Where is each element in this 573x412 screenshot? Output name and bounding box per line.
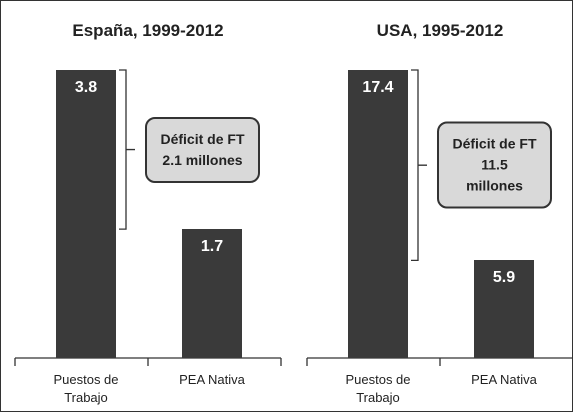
bar [474, 260, 534, 358]
brace [411, 69, 427, 261]
chart-title: España, 1999-2012 [72, 21, 224, 40]
annotation-box: Déficit de FT 11.5 millones [437, 121, 552, 209]
annotation-line: Déficit de FT [452, 135, 537, 152]
brace [119, 69, 135, 230]
annotation-line: Déficit de FT [160, 130, 245, 147]
x-tick-label: PEA Nativa [471, 372, 537, 387]
annotation-line: millones [466, 177, 523, 194]
value-label: 5.9 [492, 269, 516, 287]
x-tick-label: Puestos de Trabajo [345, 372, 411, 405]
annotation-box: Déficit de FT 2.1 millones [145, 116, 260, 183]
bar [182, 229, 242, 358]
value-label: 3.8 [74, 79, 98, 96]
chart-title: USA, 1995-2012 [376, 21, 504, 40]
annotation-line: 2.1 millones [162, 151, 243, 168]
value-label: 17.4 [362, 79, 394, 96]
x-tick-label: PEA Nativa [179, 372, 245, 387]
value-label: 1.7 [200, 238, 224, 256]
bar [348, 70, 408, 358]
bar [56, 70, 116, 358]
annotation-line: 11.5 [481, 156, 508, 173]
x-tick-label: Puestos de Trabajo [53, 372, 119, 405]
